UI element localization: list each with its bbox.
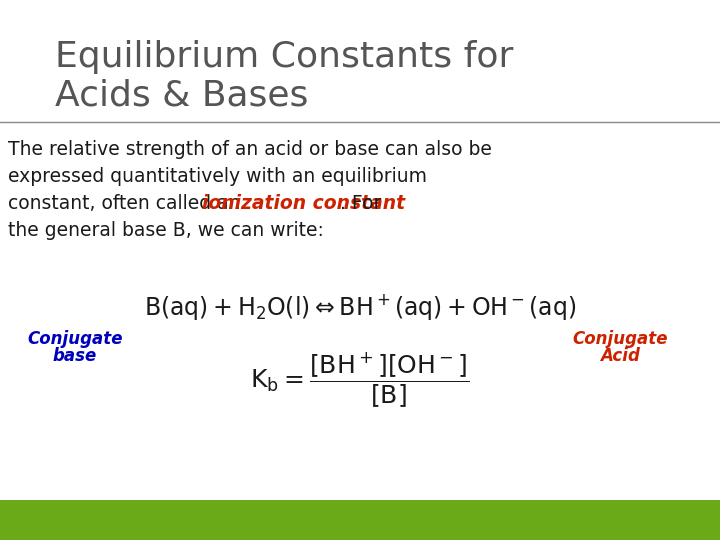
Text: The relative strength of an acid or base can also be: The relative strength of an acid or base… [8,140,492,159]
Text: Acid: Acid [600,347,640,365]
Text: the general base B, we can write:: the general base B, we can write: [8,221,324,240]
Text: Acids & Bases: Acids & Bases [55,78,308,112]
Text: $\mathregular{B(aq)+H_2O(l)}\Leftrightarrow\mathregular{BH^+(aq)+OH^-(aq)}$: $\mathregular{B(aq)+H_2O(l)}\Leftrightar… [144,292,576,322]
Text: Conjugate: Conjugate [572,330,667,348]
Text: . For: . For [340,194,382,213]
Text: Conjugate: Conjugate [27,330,122,348]
Text: ionization constant: ionization constant [202,194,405,213]
Text: $\mathregular{K_b = \dfrac{[BH^+][OH^-]}{[B]}}$: $\mathregular{K_b = \dfrac{[BH^+][OH^-]}… [251,350,469,410]
FancyBboxPatch shape [0,500,720,540]
Text: Equilibrium Constants for: Equilibrium Constants for [55,40,513,74]
Text: base: base [53,347,97,365]
Text: expressed quantitatively with an equilibrium: expressed quantitatively with an equilib… [8,167,427,186]
Text: constant, often called an: constant, often called an [8,194,246,213]
